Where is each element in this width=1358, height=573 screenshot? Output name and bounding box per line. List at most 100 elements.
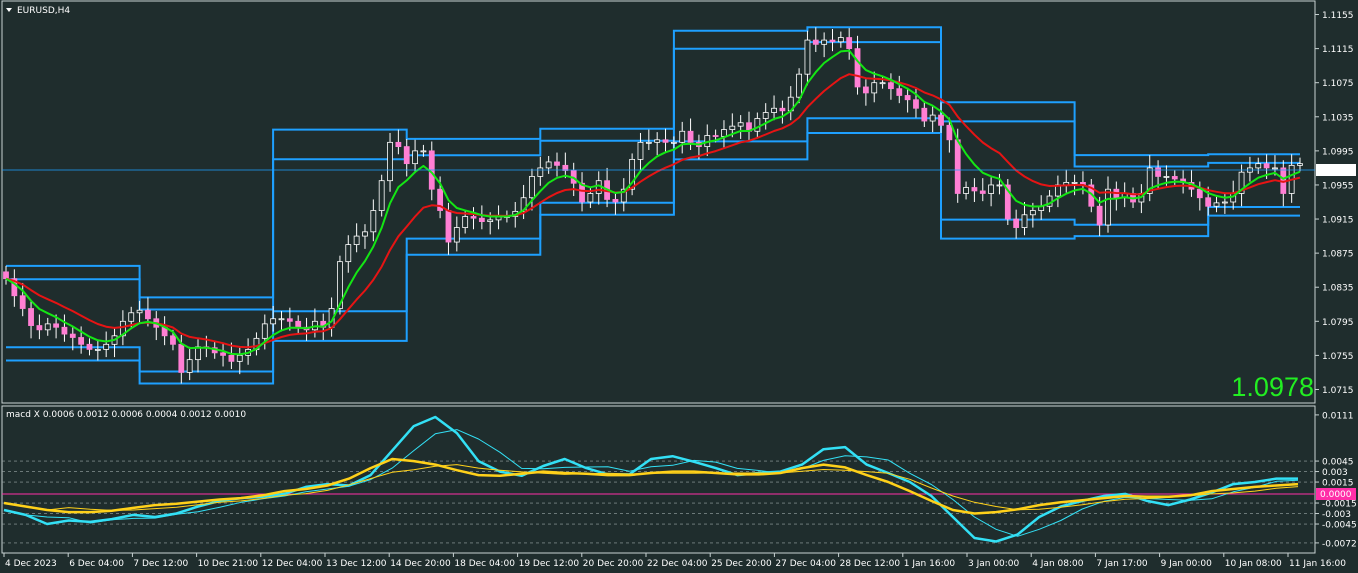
price-panel-frame <box>1 0 1316 404</box>
candle <box>554 152 560 177</box>
time-tick-label: 4 Jan 08:00 <box>1032 559 1084 569</box>
candle-body <box>654 139 661 143</box>
candle-body <box>3 271 9 280</box>
price-tick-label: 1.0955 <box>1322 181 1354 191</box>
candle-body <box>119 320 126 337</box>
candle-body <box>1004 184 1011 220</box>
candle-body <box>854 48 861 88</box>
macd-panel-frame <box>1 405 1316 554</box>
candle <box>612 191 619 215</box>
candle-body <box>562 164 569 171</box>
time-axis: 4 Dec 2023 6 Dec 04:00 7 Dec 12:00 10 Dec 2… <box>3 553 1346 569</box>
candle-body <box>796 73 802 98</box>
candle-body <box>1013 218 1020 228</box>
candle-body <box>729 125 736 130</box>
channel-inner-lower <box>6 117 1300 373</box>
svg-text:0.0000: 0.0000 <box>1320 490 1352 500</box>
candle-body <box>44 323 51 331</box>
candle <box>387 132 393 192</box>
candle <box>645 129 652 151</box>
candle <box>637 132 644 171</box>
candle <box>378 174 385 217</box>
moving-averages <box>5 49 1301 356</box>
candle <box>1221 192 1228 214</box>
candle-body <box>228 354 235 362</box>
candle-body <box>896 88 903 96</box>
macd-tick-label: 0.0111 <box>1322 411 1354 421</box>
candle <box>69 326 76 351</box>
candle-body <box>1297 163 1303 166</box>
ma-slow-line <box>5 73 1301 349</box>
candle-body <box>687 130 694 143</box>
time-tick-label: 10 Dec 21:00 <box>198 559 259 569</box>
time-tick-label: 25 Dec 20:00 <box>711 559 772 569</box>
time-tick-label: 11 Jan 16:00 <box>1289 559 1346 569</box>
candle-body <box>612 199 619 203</box>
svg-text:1.0978: 1.0978 <box>1322 167 1354 177</box>
candle <box>679 121 686 154</box>
candle-body <box>86 343 93 350</box>
candle <box>662 128 669 152</box>
candle-body <box>236 354 243 362</box>
candle-body <box>378 180 385 211</box>
time-tick-label: 7 Jan 17:00 <box>1096 559 1148 569</box>
macd-tick-label: 0.0045 <box>1322 458 1354 468</box>
candle-body <box>278 318 285 321</box>
candle-body <box>620 188 627 203</box>
candle-body <box>345 244 352 263</box>
candle <box>53 314 59 339</box>
symbol-header[interactable]: EURUSD,H4 <box>6 6 70 16</box>
candle <box>278 311 285 332</box>
candle <box>979 178 986 202</box>
dropdown-icon[interactable] <box>6 8 12 12</box>
candle <box>804 30 811 86</box>
candle-body <box>721 129 727 137</box>
candle-body <box>453 227 460 243</box>
candle-body <box>804 39 811 75</box>
macd-tick-label: 0.003 <box>1322 468 1348 478</box>
macd-signal-thin-line <box>3 464 1299 511</box>
candle-body <box>737 122 744 127</box>
price-channel <box>6 26 1300 385</box>
candle-body <box>762 112 769 119</box>
candle-body <box>637 141 644 160</box>
candle-body <box>662 139 669 143</box>
candle <box>220 343 226 367</box>
candle-body <box>988 184 995 194</box>
candle-body <box>28 308 34 326</box>
candle <box>420 144 427 157</box>
candle <box>86 338 93 356</box>
candle <box>771 95 777 121</box>
time-tick-label: 28 Dec 12:00 <box>840 559 901 569</box>
macd-tick-label: -0.003 <box>1322 510 1351 520</box>
candle-body <box>946 124 953 141</box>
candle-body <box>1096 205 1103 226</box>
candle <box>136 300 143 324</box>
time-tick-label: 18 Dec 04:00 <box>454 559 515 569</box>
candle-body <box>370 210 377 233</box>
candle <box>453 216 460 252</box>
price-tick-label: 1.0755 <box>1322 352 1354 362</box>
candle-body <box>1163 176 1170 178</box>
candle-body <box>629 158 636 190</box>
candle <box>837 31 844 48</box>
candle-body <box>1255 163 1262 169</box>
candle <box>94 340 101 361</box>
candle-body <box>412 150 418 165</box>
candle <box>545 155 552 174</box>
candle-body <box>771 107 777 113</box>
macd-zero-label: 0.0000 <box>1316 488 1356 500</box>
price-tick-label: 1.0715 <box>1322 386 1354 396</box>
candle-body <box>963 187 969 194</box>
candle <box>737 115 744 139</box>
candle-body <box>11 278 18 297</box>
candle <box>1255 157 1262 174</box>
candle <box>988 177 995 207</box>
candle-body <box>837 37 844 43</box>
time-tick-label: 20 Dec 20:00 <box>583 559 644 569</box>
candle-body <box>712 135 719 137</box>
macd-lines <box>3 415 1299 543</box>
candle <box>1297 157 1303 172</box>
time-tick-label: 22 Dec 04:00 <box>647 559 708 569</box>
